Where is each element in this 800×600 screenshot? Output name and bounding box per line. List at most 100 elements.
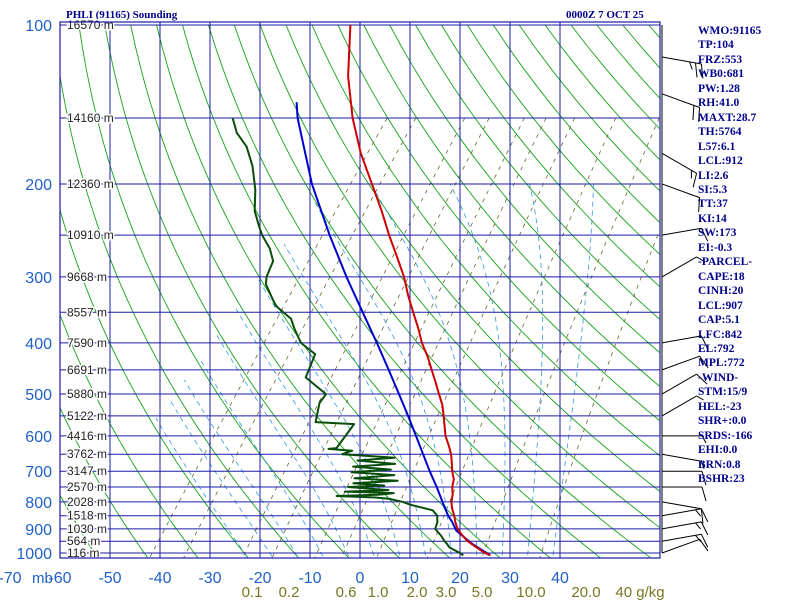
- temperature-tick-label: -50: [98, 570, 121, 587]
- dry-adiabat: [130, 24, 451, 558]
- moist-adiabat: [313, 200, 452, 558]
- index-item: SW:173: [698, 227, 737, 240]
- pressure-tick-label: 600: [25, 429, 52, 446]
- wind-barb-flag: [699, 539, 709, 552]
- wind-barb-flag: [695, 62, 698, 78]
- wind-barb-staff: [661, 453, 702, 462]
- index-item: LCL:912: [698, 155, 743, 168]
- wind-barb-staff: [661, 183, 700, 199]
- pressure-tick-label: 900: [25, 522, 52, 539]
- height-label: 3147 m: [67, 464, 107, 478]
- mixing-ratio-label: 40 g/kg: [615, 584, 664, 600]
- mixing-ratio-label: 0.1: [242, 584, 263, 600]
- dry-adiabat: [389, 24, 660, 354]
- temperature-tick-label: 40: [551, 570, 569, 587]
- wind-barb-staff: [661, 355, 700, 371]
- index-item: TH:5764: [698, 126, 742, 139]
- height-label: 9668 m: [67, 270, 107, 284]
- index-item: LFC:842: [698, 328, 743, 341]
- height-labels: 16570 m 14160 m 12360 m 10910 m 9668 m 8557 m…: [66, 17, 116, 562]
- dry-adiabat: [60, 494, 99, 558]
- dry-adiabat: [60, 313, 199, 558]
- wind-barb: [661, 395, 704, 417]
- dewpoint-line: [231, 117, 464, 557]
- mixing-ratio-label: 0.6: [336, 584, 357, 600]
- wind-barb-staff: [661, 538, 700, 554]
- wind-barb: [661, 453, 705, 469]
- dry-adiabat: [467, 24, 660, 256]
- wind-barb-flag: [700, 63, 704, 79]
- temperature-tick-label: -40: [148, 570, 171, 587]
- wind-barb-flag: [701, 471, 707, 486]
- wind-barb-flag: [700, 508, 704, 524]
- index-item: KI:14: [698, 212, 727, 225]
- dry-adiabat: [60, 406, 149, 558]
- x-unit-label: mb: [32, 570, 53, 587]
- dry-adiabat: [570, 24, 660, 130]
- moist-adiabat: [370, 183, 478, 558]
- wind-barb-staff: [661, 395, 697, 417]
- plot-frame: [59, 21, 661, 559]
- pressure-tick-label: 200: [25, 177, 52, 194]
- height-label: 12360 m: [67, 177, 114, 191]
- wind-barb-flag: [695, 509, 701, 517]
- index-item: WB0:681: [698, 68, 744, 81]
- grid: [60, 22, 660, 558]
- pressure-tick-label: 1000: [16, 546, 52, 563]
- index-item: WMO:91165: [698, 25, 762, 37]
- index-item: TT:37: [698, 198, 728, 211]
- index-item: EI:-0.3: [698, 241, 733, 254]
- index-item: SRDS:-166: [698, 429, 753, 442]
- wind-barb: [661, 227, 709, 242]
- dry-adiabat: [104, 24, 401, 558]
- wind-barb: [661, 508, 709, 523]
- index-item: HEL:-23: [698, 400, 742, 413]
- moist-adiabat: [155, 417, 249, 558]
- wind-barb-flag: [692, 105, 695, 121]
- temperature-tick-label: -10: [298, 570, 321, 587]
- axes: 1002003004005006007008009001000mb-80-70-…: [0, 18, 665, 600]
- wind-barb-staff: [661, 533, 702, 542]
- temperature-tick-label: 20: [451, 570, 469, 587]
- index-item: CINH:20: [698, 285, 744, 298]
- mixing-ratio-label: 0.2: [279, 584, 300, 600]
- index-item: SHR+:0.0: [698, 415, 747, 428]
- height-label: 564 m: [67, 534, 100, 548]
- wind-barb: [661, 470, 707, 486]
- height-label: 2028 m: [67, 495, 107, 509]
- pressure-tick-label: 400: [25, 336, 52, 353]
- wind-barb-flag: [700, 227, 709, 242]
- wind-barb-staff: [661, 373, 697, 395]
- wind-barb-staff: [661, 521, 702, 530]
- index-item: EL:792: [698, 342, 735, 355]
- height-label: 7590 m: [67, 336, 107, 350]
- height-label: 16570 m: [67, 18, 114, 32]
- dry-adiabat: [259, 24, 660, 529]
- wind-barb-staff: [661, 227, 702, 236]
- moist-adiabat: [170, 400, 274, 558]
- moist-adiabat: [235, 308, 376, 558]
- dry-adiabat: [311, 24, 660, 457]
- index-item: STM:15/9: [698, 386, 748, 399]
- dry-adiabat: [60, 208, 249, 558]
- wind-barb-staff: [661, 335, 702, 344]
- dry-adiabat: [60, 73, 300, 558]
- station-title: PHLI (91165) Sounding: [66, 9, 178, 21]
- temperature-tick-label: 10: [401, 570, 419, 587]
- wind-barb-flag: [692, 173, 698, 188]
- moist-adiabat: [200, 359, 325, 558]
- height-label: 10910 m: [67, 228, 114, 242]
- height-label: 1518 m: [67, 509, 107, 523]
- profiles: [231, 24, 491, 557]
- wind-barb-flag: [695, 534, 701, 542]
- index-item: -PARCEL-: [698, 256, 753, 269]
- index-item: SI:5.3: [698, 183, 728, 196]
- mixing-ratio-label: 2.0: [407, 584, 428, 600]
- wind-barb-staff: [661, 152, 697, 174]
- temperature-tick-label: -70: [0, 570, 22, 587]
- wind-barb: [661, 183, 701, 213]
- wind-barb: [661, 56, 704, 79]
- wind-barb-flag: [700, 461, 705, 469]
- mixing-ratio-label: 5.0: [472, 584, 493, 600]
